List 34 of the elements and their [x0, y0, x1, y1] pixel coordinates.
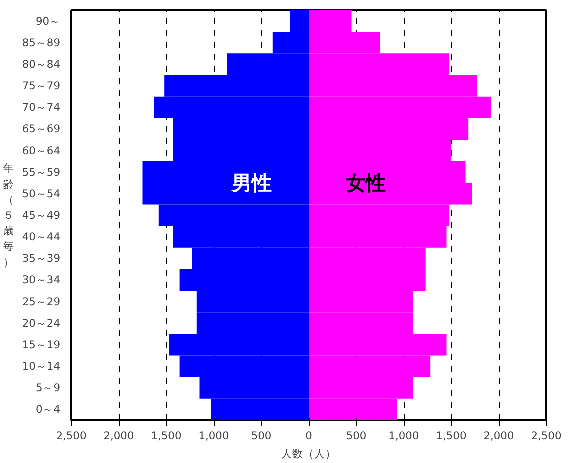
- y-tick-label: 75～79: [22, 80, 61, 93]
- y-tick-label: 55～59: [22, 166, 61, 179]
- x-tick-label: 1,500: [151, 430, 182, 442]
- x-tick-label: 1,500: [436, 430, 467, 442]
- y-tick-label: 60～64: [22, 144, 61, 158]
- y-tick-label: 25～29: [22, 295, 61, 308]
- x-tick-label: 2,500: [56, 430, 87, 442]
- x-tick-label: 2,000: [484, 430, 514, 442]
- y-tick-label: 10～14: [22, 360, 61, 374]
- y-tick-label: 50～54: [22, 187, 61, 200]
- series-label: 男性: [231, 171, 272, 196]
- y-tick-label: 0～4: [36, 403, 61, 416]
- y-tick-label: 70～74: [22, 101, 61, 114]
- x-tick-label: 2,000: [104, 430, 134, 442]
- x-tick-label: 500: [346, 430, 367, 442]
- x-tick-label: 2,500: [531, 430, 562, 442]
- y-tick-label: 35～39: [22, 252, 61, 266]
- x-axis-title: 人数（人）: [282, 448, 336, 460]
- y-axis-title: 年齢（５歳毎）: [3, 162, 14, 269]
- y-tick-label: 85～89: [22, 36, 61, 50]
- y-tick-label: 20～24: [22, 316, 61, 330]
- y-tick-label: 40～44: [22, 230, 61, 244]
- y-tick-label: 30～34: [22, 274, 61, 287]
- y-tick-label: 90～: [36, 14, 61, 28]
- x-tick-label: 500: [251, 430, 272, 442]
- x-tick-label: 0: [306, 430, 313, 442]
- x-tick-label: 1,000: [198, 430, 230, 442]
- y-tick-label: 15～19: [22, 338, 61, 352]
- y-tick-label: 65～69: [22, 122, 61, 136]
- y-tick-label: 45～49: [22, 209, 61, 222]
- y-tick-label: 5～9: [36, 382, 61, 395]
- y-tick-label: 80～84: [22, 58, 61, 71]
- series-label: 女性: [345, 171, 386, 196]
- x-tick-label: 1,000: [388, 430, 420, 442]
